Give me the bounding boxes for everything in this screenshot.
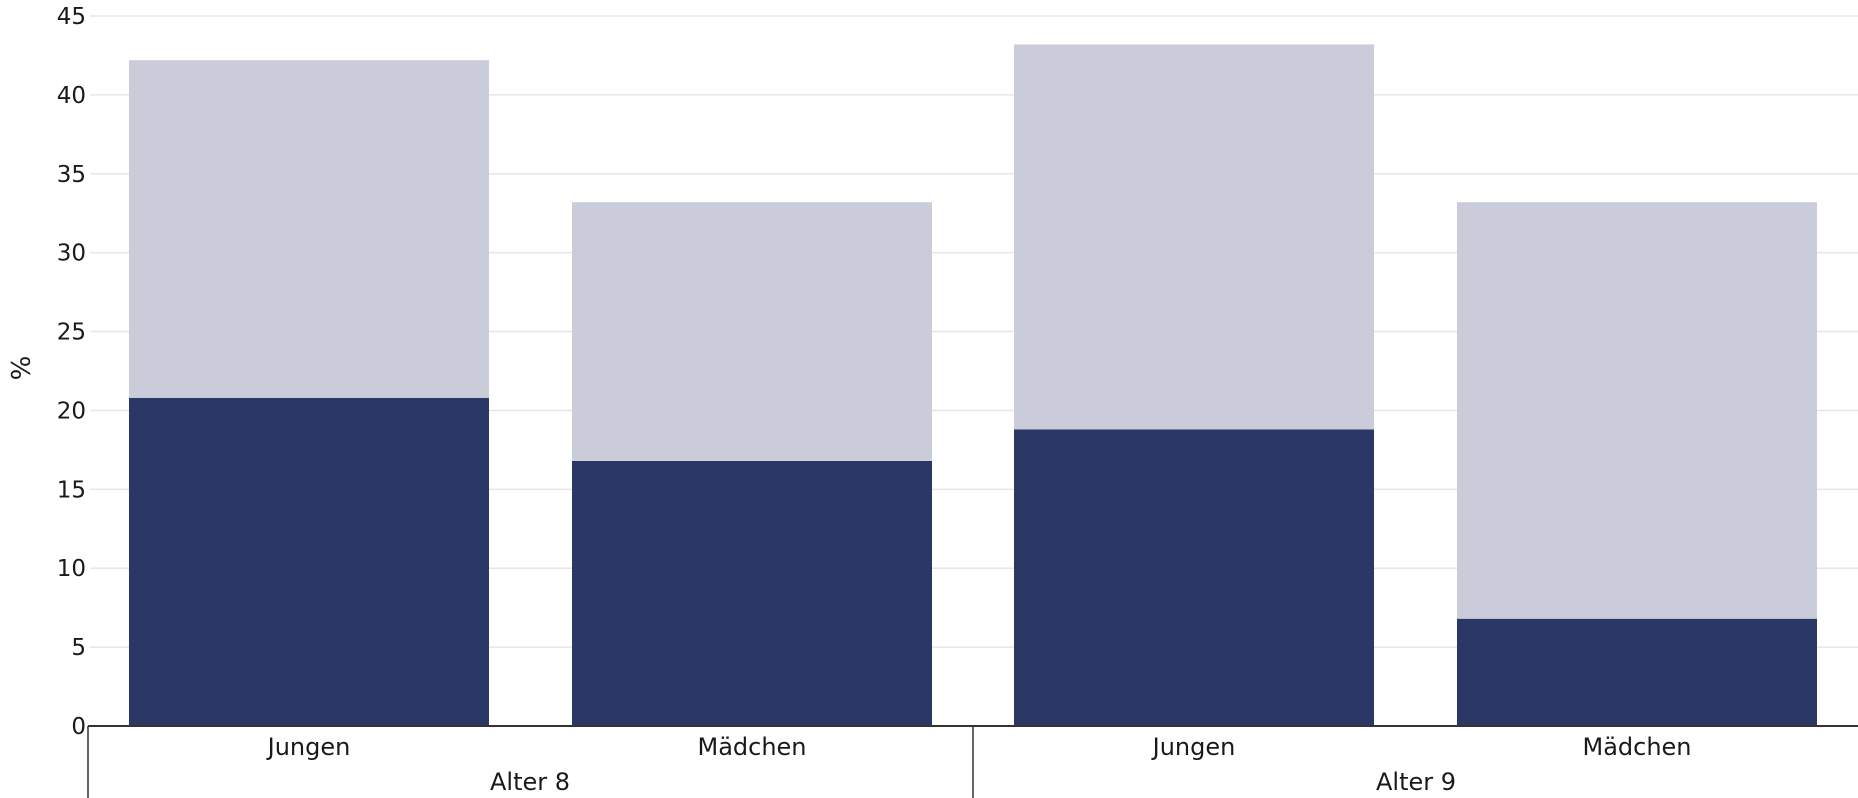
- y-tick-label: 0: [71, 714, 86, 740]
- y-tick-label: 15: [57, 477, 86, 503]
- axis-layer: % 0 5 10 15 20 25 30 35 40 45: [7, 4, 1858, 798]
- x-group-label: Alter 9: [1376, 768, 1456, 796]
- bar-segment-series-1: [1457, 618, 1817, 726]
- y-tick-label: 30: [57, 241, 86, 267]
- x-category-label: Mädchen: [697, 733, 806, 761]
- y-tick-label: 45: [57, 4, 86, 30]
- bar-segment-series-1: [1014, 429, 1374, 726]
- bar-segment-series-1: [572, 460, 932, 726]
- y-tick-label: 10: [57, 556, 86, 582]
- x-category-label: Jungen: [266, 733, 351, 761]
- bar-segment-series-2: [572, 202, 932, 461]
- y-tick-label: 25: [57, 320, 86, 346]
- bar-segment-series-2: [1014, 44, 1374, 430]
- y-tick-label: 40: [57, 83, 86, 109]
- y-tick-label: 20: [57, 398, 86, 424]
- x-category-label: Mädchen: [1582, 733, 1691, 761]
- y-tick-label: 5: [71, 635, 86, 661]
- bar-segment-series-2: [1457, 202, 1817, 619]
- labels-layer: Jungen Mädchen Jungen Mädchen Alter 8 Alter 9: [266, 733, 1692, 796]
- y-tick-label: 35: [57, 162, 86, 188]
- bar-segment-series-1: [129, 397, 489, 726]
- y-axis-title: %: [7, 356, 37, 381]
- x-group-label: Alter 8: [490, 768, 570, 796]
- x-category-label: Jungen: [1151, 733, 1236, 761]
- bars-layer: [129, 44, 1817, 726]
- bar-segment-series-2: [129, 60, 489, 398]
